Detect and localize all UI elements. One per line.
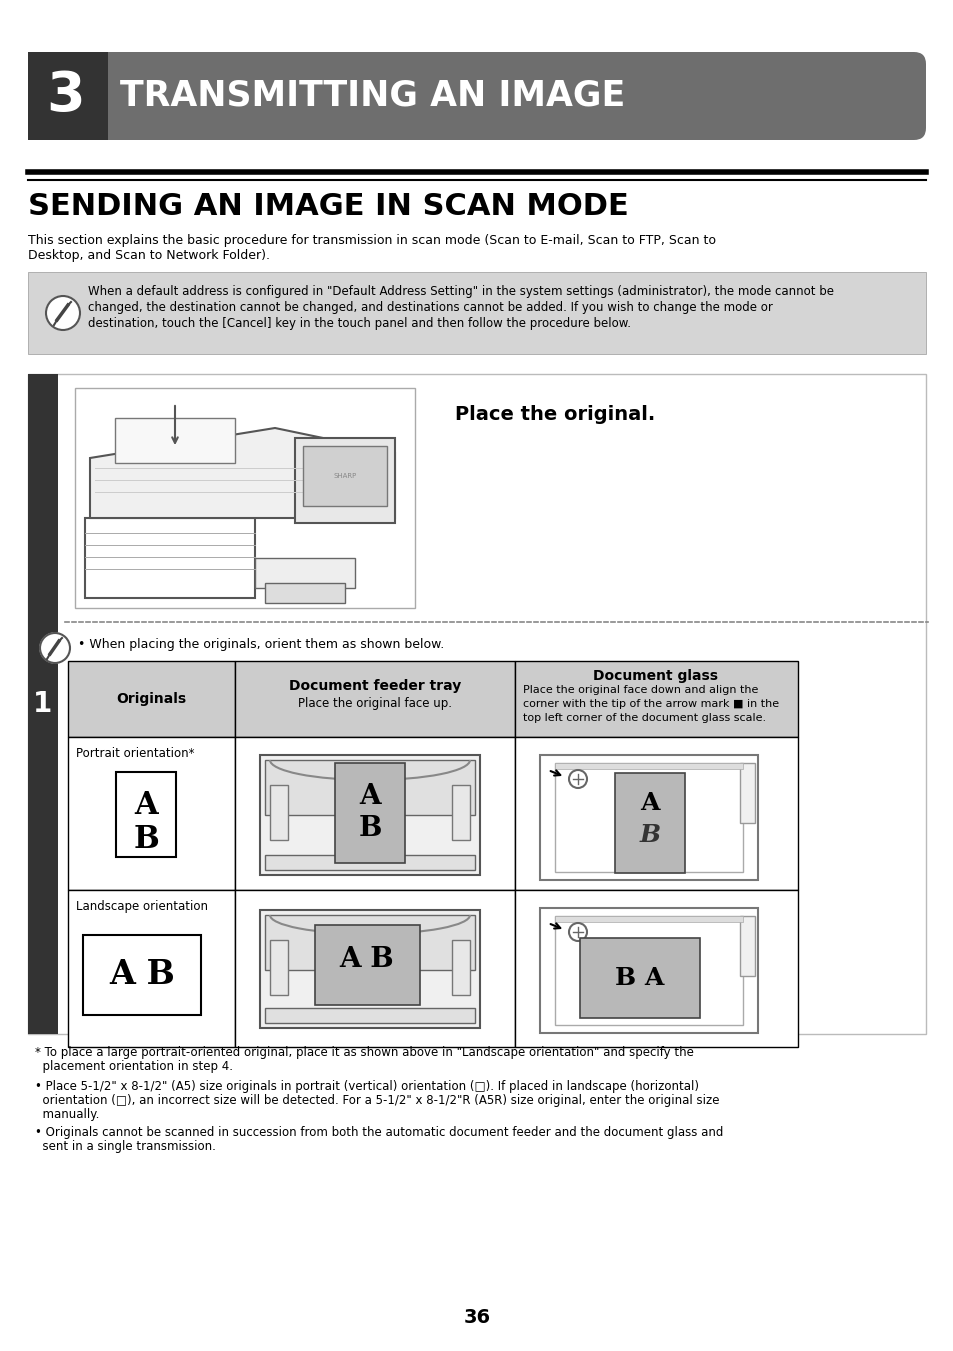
Text: changed, the destination cannot be changed, and destinations cannot be added. If: changed, the destination cannot be chang… bbox=[88, 301, 772, 313]
Bar bbox=[85, 517, 254, 598]
Bar bbox=[579, 938, 700, 1019]
Bar bbox=[515, 738, 797, 890]
Bar bbox=[68, 661, 234, 738]
Text: B: B bbox=[133, 824, 159, 855]
Bar bbox=[83, 935, 201, 1015]
Circle shape bbox=[40, 634, 70, 663]
Bar bbox=[294, 438, 395, 523]
Text: top left corner of the document glass scale.: top left corner of the document glass sc… bbox=[522, 713, 765, 723]
Bar bbox=[555, 763, 742, 769]
Bar bbox=[234, 738, 515, 890]
Bar bbox=[265, 915, 475, 970]
Bar bbox=[539, 908, 758, 1034]
Bar bbox=[28, 51, 104, 141]
Bar bbox=[254, 558, 355, 588]
FancyBboxPatch shape bbox=[28, 51, 925, 141]
Circle shape bbox=[568, 923, 586, 942]
Text: Portrait orientation*: Portrait orientation* bbox=[76, 747, 194, 761]
Text: TRANSMITTING AN IMAGE: TRANSMITTING AN IMAGE bbox=[120, 78, 624, 113]
Bar bbox=[555, 916, 742, 1025]
Text: B: B bbox=[358, 815, 381, 842]
Bar bbox=[78, 51, 108, 141]
Bar bbox=[270, 785, 288, 840]
Bar bbox=[270, 940, 288, 994]
Polygon shape bbox=[90, 428, 395, 517]
Text: Place the original face down and align the: Place the original face down and align t… bbox=[522, 685, 758, 694]
Bar bbox=[265, 584, 345, 603]
Bar bbox=[28, 374, 925, 1034]
Bar bbox=[515, 661, 797, 738]
Text: 3: 3 bbox=[47, 69, 85, 123]
Bar bbox=[265, 761, 475, 815]
Bar bbox=[234, 890, 515, 1047]
Bar bbox=[28, 272, 925, 354]
Bar bbox=[303, 446, 387, 507]
Text: * To place a large portrait-oriented original, place it as shown above in "Lands: * To place a large portrait-oriented ori… bbox=[35, 1046, 693, 1059]
Bar bbox=[260, 911, 479, 1028]
Text: 1: 1 bbox=[33, 690, 52, 717]
Text: Document glass: Document glass bbox=[593, 669, 718, 684]
Bar bbox=[115, 417, 234, 463]
Bar bbox=[335, 763, 405, 863]
Text: • Place 5-1/2" x 8-1/2" (A5) size originals in portrait (vertical) orientation (: • Place 5-1/2" x 8-1/2" (A5) size origin… bbox=[35, 1079, 699, 1093]
Text: A: A bbox=[134, 790, 157, 821]
Bar bbox=[75, 388, 415, 608]
Text: A B: A B bbox=[339, 946, 394, 973]
Bar bbox=[515, 890, 797, 1047]
Bar bbox=[740, 763, 754, 823]
Text: Originals: Originals bbox=[116, 692, 186, 707]
Text: placement orientation in step 4.: placement orientation in step 4. bbox=[35, 1061, 233, 1073]
Text: B: B bbox=[639, 823, 659, 847]
Bar bbox=[265, 1008, 475, 1023]
Text: • Originals cannot be scanned in succession from both the automatic document fee: • Originals cannot be scanned in success… bbox=[35, 1125, 722, 1139]
Text: Place the original.: Place the original. bbox=[455, 405, 655, 424]
Bar bbox=[234, 661, 515, 738]
Text: SHARP: SHARP bbox=[333, 473, 356, 480]
Bar bbox=[260, 755, 479, 875]
Circle shape bbox=[46, 296, 80, 330]
Text: Landscape orientation: Landscape orientation bbox=[76, 900, 208, 913]
Bar bbox=[539, 755, 758, 880]
Bar bbox=[740, 916, 754, 975]
Bar bbox=[615, 773, 684, 873]
Text: manually.: manually. bbox=[35, 1108, 99, 1121]
Text: 36: 36 bbox=[463, 1308, 490, 1327]
Text: SENDING AN IMAGE IN SCAN MODE: SENDING AN IMAGE IN SCAN MODE bbox=[28, 192, 628, 222]
Text: • When placing the originals, orient them as shown below.: • When placing the originals, orient the… bbox=[78, 638, 444, 651]
Bar bbox=[116, 771, 175, 857]
Text: orientation (□), an incorrect size will be detected. For a 5-1/2" x 8-1/2"R (A5R: orientation (□), an incorrect size will … bbox=[35, 1094, 719, 1106]
Circle shape bbox=[568, 770, 586, 788]
Bar bbox=[555, 763, 742, 871]
Text: Place the original face up.: Place the original face up. bbox=[297, 697, 452, 711]
Bar bbox=[28, 374, 58, 1034]
Text: corner with the tip of the arrow mark ■ in the: corner with the tip of the arrow mark ■ … bbox=[522, 698, 779, 709]
Text: destination, touch the [Cancel] key in the touch panel and then follow the proce: destination, touch the [Cancel] key in t… bbox=[88, 317, 630, 330]
Text: Desktop, and Scan to Network Folder).: Desktop, and Scan to Network Folder). bbox=[28, 249, 270, 262]
Text: A B: A B bbox=[109, 958, 174, 992]
Text: This section explains the basic procedure for transmission in scan mode (Scan to: This section explains the basic procedur… bbox=[28, 234, 716, 247]
Bar bbox=[555, 916, 742, 921]
Text: A: A bbox=[359, 784, 380, 811]
Text: sent in a single transmission.: sent in a single transmission. bbox=[35, 1140, 215, 1152]
Text: B A: B A bbox=[615, 966, 664, 990]
Bar bbox=[314, 925, 419, 1005]
Bar bbox=[452, 940, 470, 994]
Text: When a default address is configured in "Default Address Setting" in the system : When a default address is configured in … bbox=[88, 285, 833, 299]
Bar bbox=[68, 890, 234, 1047]
Text: Document feeder tray: Document feeder tray bbox=[289, 680, 460, 693]
Bar bbox=[452, 785, 470, 840]
Bar bbox=[68, 738, 234, 890]
Bar bbox=[265, 855, 475, 870]
Text: A: A bbox=[639, 790, 659, 815]
